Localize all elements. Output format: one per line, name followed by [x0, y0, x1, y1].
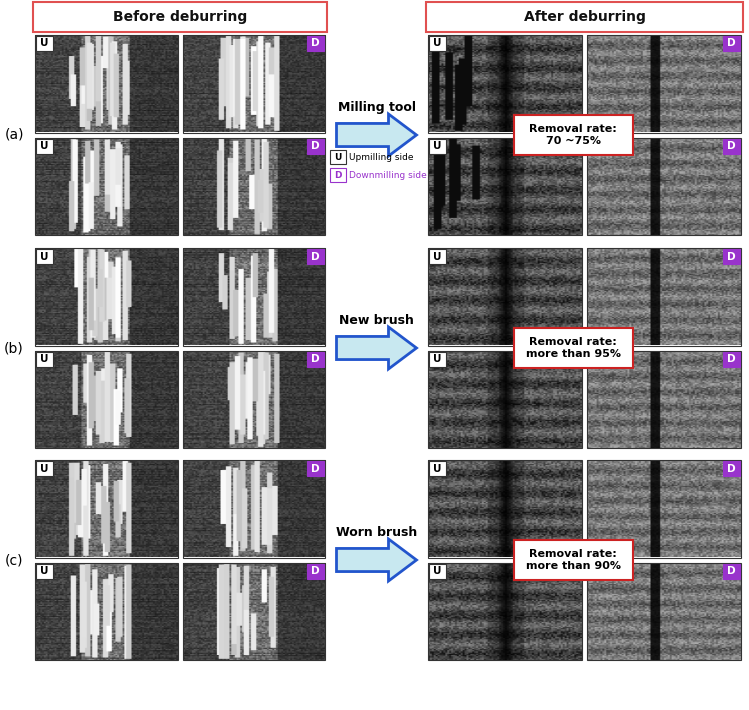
FancyBboxPatch shape: [429, 36, 446, 51]
FancyBboxPatch shape: [36, 461, 53, 476]
FancyBboxPatch shape: [307, 461, 324, 476]
FancyBboxPatch shape: [723, 461, 740, 476]
FancyBboxPatch shape: [429, 249, 446, 264]
FancyBboxPatch shape: [36, 36, 53, 51]
FancyBboxPatch shape: [723, 138, 740, 153]
Text: Milling tool: Milling tool: [338, 101, 416, 114]
FancyBboxPatch shape: [429, 564, 446, 579]
Text: Removal rate:
more than 95%: Removal rate: more than 95%: [526, 337, 621, 359]
FancyBboxPatch shape: [514, 328, 633, 368]
Text: After deburring: After deburring: [524, 10, 646, 24]
FancyBboxPatch shape: [429, 351, 446, 366]
FancyBboxPatch shape: [330, 150, 346, 164]
FancyBboxPatch shape: [36, 249, 53, 264]
Text: D: D: [311, 354, 320, 364]
Text: (c): (c): [4, 553, 23, 567]
FancyBboxPatch shape: [723, 249, 740, 264]
FancyBboxPatch shape: [514, 115, 633, 155]
Text: U: U: [40, 464, 49, 474]
Text: U: U: [40, 38, 49, 48]
Text: D: D: [311, 464, 320, 474]
Text: D: D: [727, 251, 736, 261]
Text: U: U: [433, 251, 442, 261]
FancyBboxPatch shape: [723, 564, 740, 579]
Text: U: U: [433, 566, 442, 576]
Text: Removal rate:
70 ~75%: Removal rate: 70 ~75%: [530, 124, 617, 146]
Text: U: U: [40, 141, 49, 151]
FancyBboxPatch shape: [723, 351, 740, 366]
FancyBboxPatch shape: [429, 138, 446, 153]
FancyBboxPatch shape: [330, 168, 346, 182]
Text: U: U: [40, 354, 49, 364]
Text: Removal rate:
more than 90%: Removal rate: more than 90%: [526, 549, 621, 572]
Polygon shape: [336, 114, 416, 156]
Text: U: U: [40, 251, 49, 261]
FancyBboxPatch shape: [36, 564, 53, 579]
Text: U: U: [334, 153, 342, 161]
Text: U: U: [433, 354, 442, 364]
FancyBboxPatch shape: [307, 36, 324, 51]
FancyBboxPatch shape: [426, 2, 743, 32]
Text: (b): (b): [4, 341, 24, 355]
Text: D: D: [727, 566, 736, 576]
FancyBboxPatch shape: [36, 138, 53, 153]
FancyBboxPatch shape: [723, 36, 740, 51]
Text: D: D: [311, 566, 320, 576]
Text: U: U: [433, 141, 442, 151]
Text: New brush: New brush: [339, 314, 414, 327]
Text: Before deburring: Before deburring: [113, 10, 247, 24]
FancyBboxPatch shape: [429, 461, 446, 476]
Text: D: D: [727, 38, 736, 48]
Polygon shape: [336, 327, 416, 369]
FancyBboxPatch shape: [514, 540, 633, 580]
Polygon shape: [336, 539, 416, 581]
Text: U: U: [433, 464, 442, 474]
Text: D: D: [311, 38, 320, 48]
FancyBboxPatch shape: [307, 249, 324, 264]
FancyBboxPatch shape: [33, 2, 327, 32]
Text: U: U: [433, 38, 442, 48]
Text: Downmilling side: Downmilling side: [349, 170, 427, 180]
Text: D: D: [727, 354, 736, 364]
Text: U: U: [40, 566, 49, 576]
FancyBboxPatch shape: [36, 351, 53, 366]
Text: D: D: [311, 251, 320, 261]
FancyBboxPatch shape: [307, 351, 324, 366]
Text: D: D: [334, 170, 342, 180]
FancyBboxPatch shape: [307, 138, 324, 153]
FancyBboxPatch shape: [307, 564, 324, 579]
Text: D: D: [727, 464, 736, 474]
Text: D: D: [311, 141, 320, 151]
Text: Worn brush: Worn brush: [336, 525, 417, 538]
Text: D: D: [727, 141, 736, 151]
Text: Upmilling side: Upmilling side: [349, 153, 413, 161]
Text: (a): (a): [4, 128, 24, 142]
